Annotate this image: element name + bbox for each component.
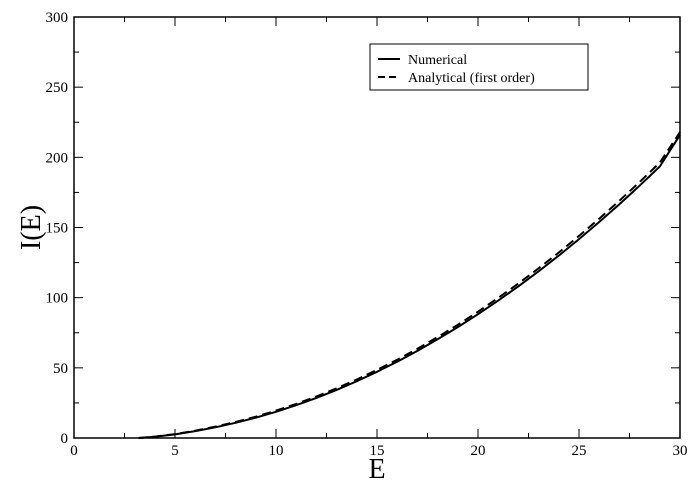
series-line-numerical xyxy=(139,135,680,438)
y-tick-label: 300 xyxy=(46,10,69,26)
x-axis-title: E xyxy=(368,454,385,485)
series-layer xyxy=(139,132,680,438)
x-tick-label: 25 xyxy=(572,443,587,459)
legend-label-analytical: Analytical (first order) xyxy=(408,71,535,86)
y-tick-label: 100 xyxy=(46,291,69,307)
y-tick-label: 250 xyxy=(46,80,69,96)
y-tick-label: 50 xyxy=(53,361,68,377)
legend-label-numerical: Numerical xyxy=(408,53,467,68)
legend: Numerical Analytical (first order) xyxy=(370,44,588,90)
y-tick-label: 200 xyxy=(46,150,69,166)
x-tick-label: 10 xyxy=(269,443,284,459)
series-line-analytical xyxy=(139,132,680,438)
x-tick-label: 5 xyxy=(171,443,179,459)
y-axis-title: I(E) xyxy=(16,205,47,250)
y-tick-label: 150 xyxy=(46,221,69,237)
x-tick-label: 0 xyxy=(70,443,78,459)
x-tick-label: 20 xyxy=(471,443,486,459)
y-tick-label: 0 xyxy=(61,431,69,447)
x-tick-label: 30 xyxy=(673,443,688,459)
